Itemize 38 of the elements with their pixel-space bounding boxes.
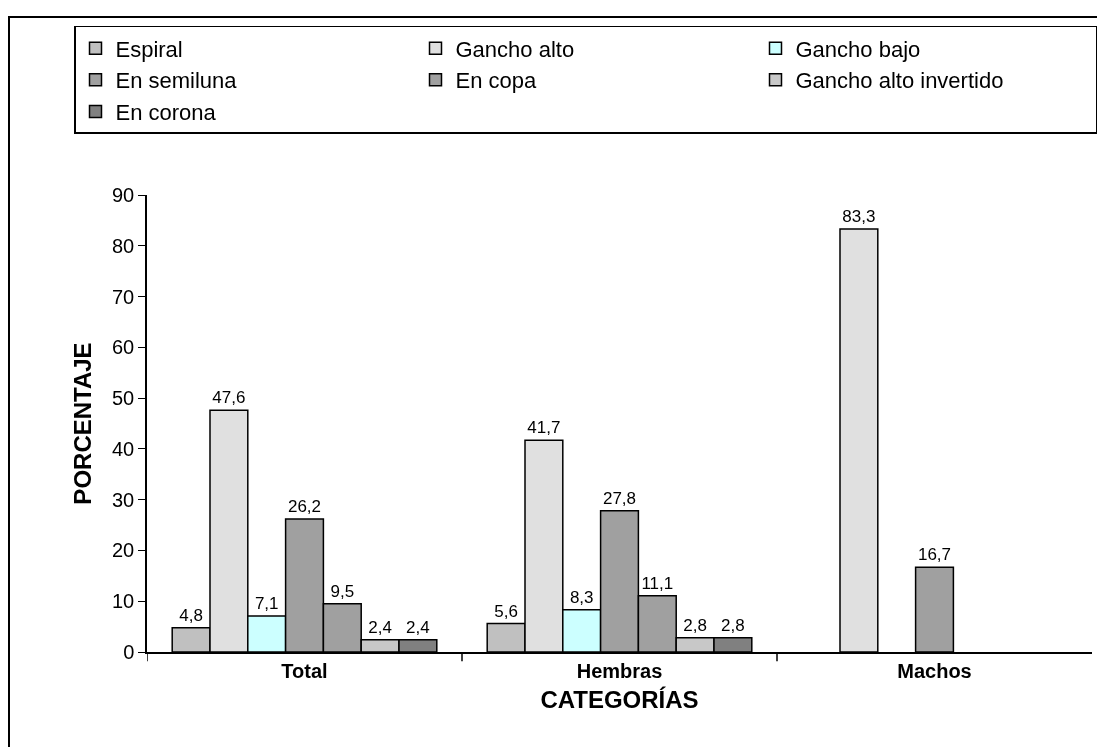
legend-label: En semiluna — [115, 68, 238, 94]
data-label: 41,7 — [527, 418, 561, 438]
y-tick-label: 70 — [112, 285, 135, 308]
y-tick-label: 60 — [112, 336, 135, 359]
y-tick-label: 20 — [112, 539, 135, 562]
legend-label: Gancho alto invertido — [795, 68, 1004, 94]
y-tick-label: 80 — [112, 234, 135, 257]
legend-label: En corona — [115, 99, 217, 125]
legend-label: Gancho bajo — [795, 36, 921, 62]
y-tick-label: 10 — [112, 590, 135, 613]
y-axis-title: PORCENTAJE — [68, 342, 96, 505]
y-tick-label: 40 — [112, 437, 135, 460]
legend-label: Espiral — [115, 36, 183, 62]
x-tick-label: Hembras — [576, 659, 663, 682]
data-label: 5,6 — [494, 601, 518, 621]
data-label: 4,8 — [179, 605, 203, 625]
legend-label: Gancho alto — [455, 36, 575, 62]
data-label: 2,4 — [368, 617, 392, 637]
data-label: 2,4 — [406, 617, 430, 637]
data-label: 83,3 — [842, 207, 876, 227]
x-tick-label: Machos — [897, 659, 972, 682]
data-label: 27,8 — [602, 488, 637, 508]
data-label: 16,7 — [917, 545, 952, 565]
y-tick-label: 0 — [123, 641, 135, 663]
data-label: 47,6 — [212, 388, 246, 408]
legend-label: En copa — [455, 68, 537, 94]
data-label: 11,1 — [641, 573, 674, 593]
x-tick-label: Total — [281, 659, 328, 682]
data-label: 2,8 — [683, 615, 707, 635]
x-axis-title: CATEGORÍAS — [540, 685, 699, 713]
data-label: 9,5 — [330, 581, 355, 601]
data-label: 7,1 — [254, 593, 279, 613]
data-label: 8,3 — [569, 587, 594, 607]
y-tick-label: 30 — [112, 488, 135, 511]
y-tick-label: 50 — [112, 387, 135, 410]
y-tick-label: 90 — [112, 184, 135, 206]
data-label: 26,2 — [287, 496, 322, 516]
data-label: 2,8 — [721, 615, 745, 635]
